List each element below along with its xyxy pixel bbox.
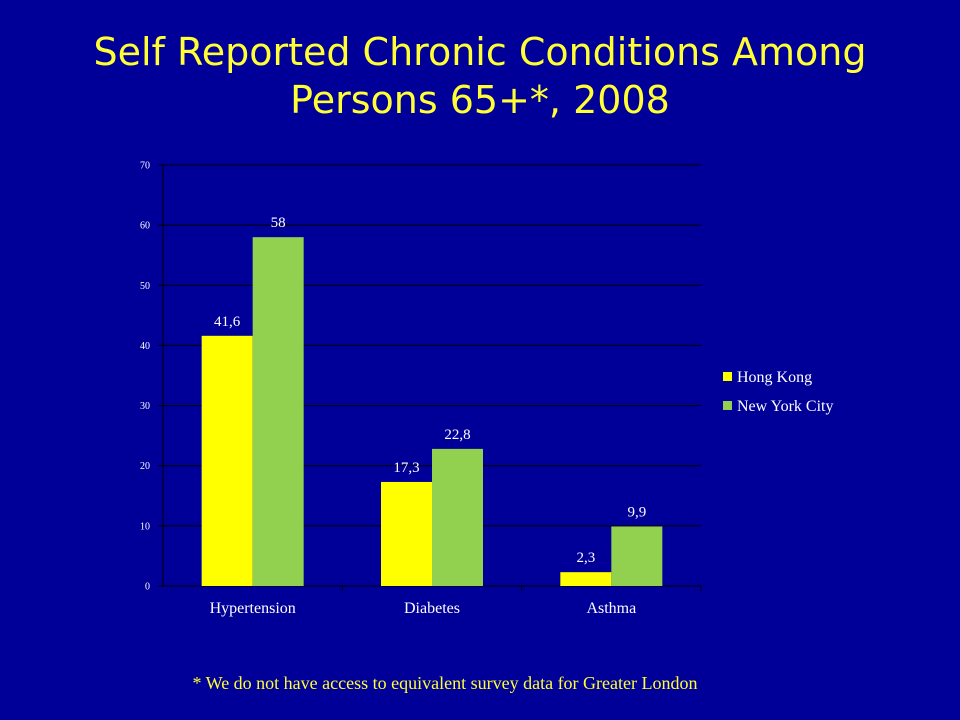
y-tick-label: 70: [140, 161, 150, 172]
data-label: 58: [271, 215, 286, 231]
y-tick-label: 30: [140, 401, 150, 412]
legend-swatch-hong-kong: [723, 372, 732, 381]
data-label: 41,6: [214, 314, 241, 330]
data-label: 17,3: [393, 460, 419, 476]
data-label: 22,8: [444, 427, 470, 443]
x-category-label: Diabetes: [404, 600, 460, 617]
slide-title-line-1: Self Reported Chronic Conditions Among: [93, 30, 867, 74]
legend-label-hong-kong: Hong Kong: [737, 369, 812, 386]
slide-title: Self Reported Chronic Conditions Among P…: [0, 28, 960, 124]
bar-new-york-city: [611, 526, 663, 586]
y-tick-label: 40: [140, 341, 150, 352]
data-label: 2,3: [576, 550, 595, 566]
y-tick-label: 60: [140, 221, 150, 232]
bar-new-york-city: [432, 448, 483, 586]
y-tick-label: 10: [140, 521, 150, 532]
x-category-label: Hypertension: [210, 600, 296, 617]
slide-title-line-2: Persons 65+*, 2008: [290, 78, 670, 122]
y-tick-label: 20: [140, 461, 150, 472]
bar-hong-kong: [560, 572, 612, 586]
legend-swatch-new-york-city: [723, 401, 732, 410]
x-category-label: Asthma: [586, 600, 636, 617]
legend-label-new-york-city: New York City: [737, 398, 833, 415]
data-label: 9,9: [627, 504, 646, 520]
bar-hong-kong: [201, 335, 253, 586]
bar-new-york-city: [252, 237, 304, 586]
y-tick-label: 50: [140, 281, 150, 292]
bar-hong-kong: [381, 481, 432, 586]
footnote: * We do not have access to equivalent su…: [192, 673, 698, 693]
y-tick-label: 0: [145, 582, 150, 593]
